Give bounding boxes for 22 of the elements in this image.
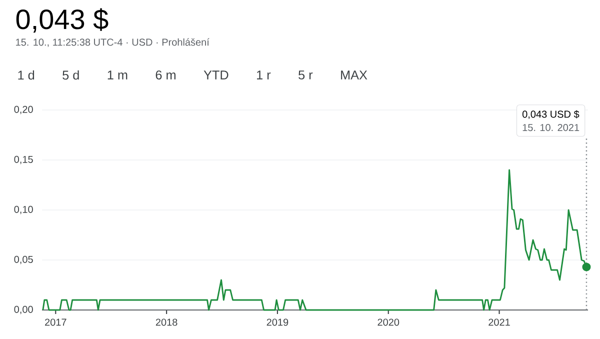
annotation: 15. 10. 2021	[522, 124, 580, 132]
y-tick-label: 0,20	[14, 106, 33, 114]
text: 1 d	[18, 70, 34, 80]
text: 1 r	[257, 70, 271, 80]
text: 1 m	[108, 70, 128, 80]
x-tick-label: 2018	[156, 318, 178, 326]
text: MAX	[341, 70, 368, 80]
ref-line-label: 0,043 USD $	[522, 110, 580, 119]
chart-subtitle: 15. 10., 11:25:38 UTC-4 · USD · Prohlášení	[16, 38, 210, 47]
y-tick-label: 0,15	[14, 156, 33, 164]
x-tick-label: 2017	[45, 318, 66, 326]
x-tick-label: 2019	[266, 318, 288, 326]
x-tick-label: 2021	[488, 318, 510, 326]
text: 6 m	[156, 70, 176, 80]
y-tick-label: 0,00	[14, 306, 33, 314]
chart-title: 0,043 $	[16, 8, 108, 33]
x-tick-label: 2020	[378, 318, 400, 326]
y-tick-label: 0,10	[14, 206, 33, 214]
text: YTD	[204, 70, 228, 80]
text: 5 d	[62, 70, 79, 80]
text: 5 r	[298, 70, 313, 80]
y-tick-label: 0,05	[14, 256, 33, 264]
